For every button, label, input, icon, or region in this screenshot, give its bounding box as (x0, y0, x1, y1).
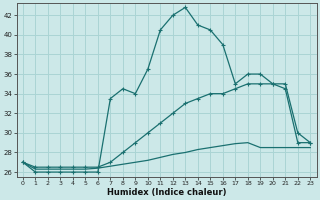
X-axis label: Humidex (Indice chaleur): Humidex (Indice chaleur) (107, 188, 226, 197)
